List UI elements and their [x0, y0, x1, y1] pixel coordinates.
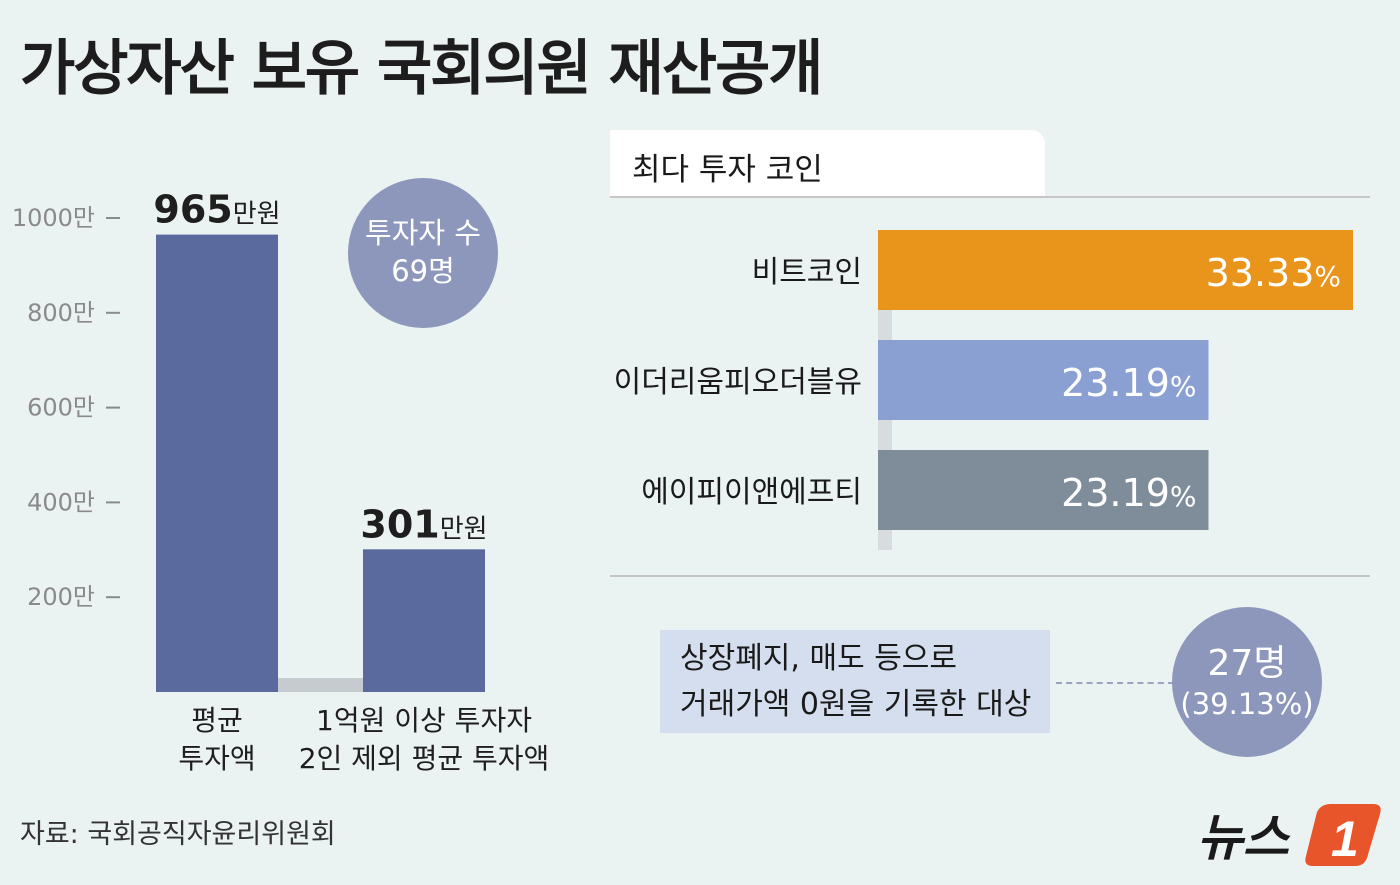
y-tick-label: 600만: [27, 394, 95, 422]
logo-mark: [1305, 804, 1381, 866]
bar: [363, 549, 485, 692]
logo-mark-text: 1: [1331, 811, 1359, 867]
coin-label: 에이피이앤에프티: [641, 475, 862, 510]
note-line-1: 상장폐지, 매도 등으로: [680, 641, 958, 676]
news1-logo: 뉴스 1: [1197, 804, 1381, 867]
investor-count-bubble: 투자자 수 69명: [348, 178, 498, 328]
coin-value-label: 23.19%: [1061, 361, 1196, 405]
delisted-percent: (39.13%): [1180, 687, 1314, 722]
coin-bar-chart: 비트코인 33.33% 이더리움피오더블유 23.19% 에이피이앤에프티 23.19%: [614, 230, 1353, 550]
coin-value-label: 33.33%: [1206, 251, 1341, 295]
bar: [156, 234, 278, 692]
bar-value-label: 965만원: [153, 188, 280, 232]
coin-panel-title: 최다 투자 코인: [632, 152, 823, 188]
coin-bar: [878, 340, 1209, 420]
coin-panel-header: 최다 투자 코인: [610, 130, 1045, 196]
investor-count-value: 69명: [391, 254, 455, 288]
source-credit: 자료: 국회공직자윤리위원회: [20, 819, 336, 850]
floor-shadow: [276, 678, 364, 692]
note-connector: [1056, 682, 1174, 684]
investor-count-label: 투자자 수: [365, 216, 481, 251]
y-tick-label: 400만: [27, 488, 95, 516]
category-label: 1억원 이상 투자자: [316, 704, 532, 737]
panel-top-divider: [610, 196, 1370, 198]
bar-value-label: 301만원: [360, 502, 487, 546]
coin-value-label: 23.19%: [1061, 471, 1196, 515]
note-line-2: 거래가액 0원을 기록한 대상: [680, 687, 1032, 722]
delisted-note: 상장폐지, 매도 등으로 거래가액 0원을 기록한 대상: [660, 630, 1050, 733]
coin-bar: [878, 230, 1353, 310]
category-label: 투자액: [178, 742, 255, 775]
panel-bottom-divider: [610, 575, 1370, 577]
page-title: 가상자산 보유 국회의원 재산공개: [20, 34, 823, 104]
y-tick-label: 800만: [27, 299, 95, 327]
coin-label: 이더리움피오더블유: [614, 365, 862, 400]
delisted-count-bubble: 27명 (39.13%): [1172, 607, 1322, 757]
y-tick-label: 1000만: [12, 204, 95, 232]
coin-label: 비트코인: [752, 255, 862, 290]
y-tick-label: 200만: [27, 583, 95, 611]
category-label: 2인 제외 평균 투자액: [299, 742, 550, 775]
category-label: 평균: [191, 704, 243, 737]
delisted-count: 27명: [1207, 643, 1287, 685]
logo-text: 뉴스: [1197, 810, 1291, 866]
coin-bar: [878, 450, 1209, 530]
